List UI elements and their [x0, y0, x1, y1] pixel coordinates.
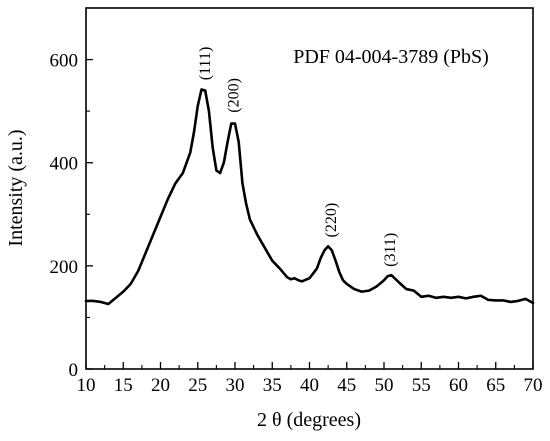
y-tick-label: 600 [50, 51, 79, 72]
x-tick-label: 35 [263, 375, 282, 396]
x-tick-label: 55 [412, 375, 431, 396]
peak-label: (111) [197, 47, 214, 80]
peak-label: (311) [382, 233, 399, 267]
x-tick-label: 20 [151, 375, 170, 396]
y-tick-label: 400 [50, 154, 79, 175]
x-tick-label: 30 [226, 375, 245, 396]
x-tick-label: 40 [300, 375, 319, 396]
chart-annotation: PDF 04-004-3789 (PbS) [293, 46, 489, 68]
peak-labels: (111) (200) (220) (311) [197, 47, 399, 267]
axis-ticks [85, 58, 534, 370]
x-tick-label: 65 [486, 375, 505, 396]
x-tick-label: 70 [524, 375, 543, 396]
x-tick-label: 25 [188, 375, 207, 396]
plot-frame [85, 7, 534, 370]
x-axis-title: 2 θ (degrees) [257, 409, 361, 431]
peak-label: (220) [323, 203, 340, 238]
x-tick-label: 50 [375, 375, 394, 396]
series-line [84, 88, 535, 306]
x-tick-label: 45 [337, 375, 356, 396]
plot-area [84, 88, 535, 306]
x-tick-label: 60 [449, 375, 468, 396]
x-tick-label: 15 [114, 375, 133, 396]
y-tick-label: 200 [50, 257, 79, 278]
tick-labels: 10 15 20 25 30 35 40 45 50 55 60 65 70 0 200 400 600 [50, 51, 543, 396]
peak-label: (200) [226, 78, 243, 113]
y-axis-title: Intensity (a.u.) [5, 129, 27, 246]
y-tick-label: 0 [69, 360, 79, 381]
x-tick-label: 10 [77, 375, 96, 396]
